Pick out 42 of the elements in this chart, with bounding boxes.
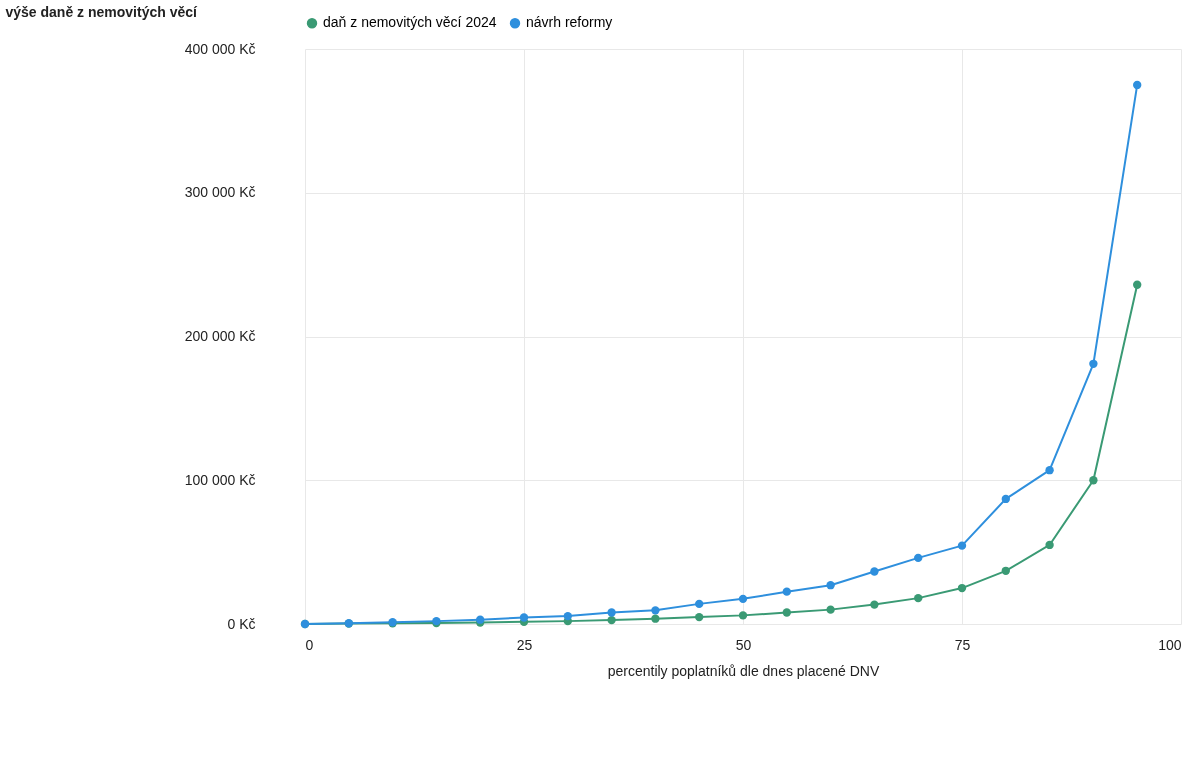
x-tick-label: 25 [516, 636, 533, 653]
point [914, 553, 923, 563]
y-tick-label: 0 Kč [227, 615, 256, 632]
x-tick-label: 50 [735, 636, 752, 653]
point [1089, 359, 1098, 368]
point [1045, 466, 1054, 475]
point [826, 605, 835, 614]
point [870, 567, 879, 576]
point [1001, 566, 1010, 575]
point [826, 581, 835, 590]
point [1133, 280, 1142, 289]
x-tick-label: 75 [954, 636, 971, 653]
point [695, 599, 704, 609]
x-tick-label: 0 [305, 636, 314, 653]
legend-label: návrh reformy [526, 14, 613, 31]
point [519, 613, 529, 622]
point [607, 608, 616, 617]
point [1133, 80, 1142, 90]
point [563, 611, 572, 621]
point [870, 600, 879, 609]
point [914, 593, 923, 603]
point [651, 614, 660, 623]
legend-label: daň z nemovitých věcí 2024 [323, 14, 497, 31]
y-tick-label: 300 000 Kč [184, 184, 256, 201]
x-tick-label: 100 [1158, 636, 1182, 653]
point [1045, 540, 1054, 550]
point [738, 611, 748, 620]
y-tick-label: 400 000 Kč [184, 40, 256, 57]
point [782, 587, 791, 596]
point [957, 541, 967, 550]
point [695, 612, 704, 622]
y-tick-label: 200 000 Kč [184, 328, 256, 344]
y-axis-title: výše daně z nemovitých věcí [5, 3, 199, 20]
point [1089, 476, 1098, 485]
point [651, 606, 660, 615]
point [607, 615, 616, 625]
point [1001, 494, 1010, 504]
point [957, 583, 967, 593]
point [738, 594, 748, 604]
y-tick-label: 100 000 Kč [184, 471, 256, 488]
x-axis-title: percentily poplatníků dle dnes placené DNV [607, 662, 880, 679]
point [782, 608, 791, 617]
